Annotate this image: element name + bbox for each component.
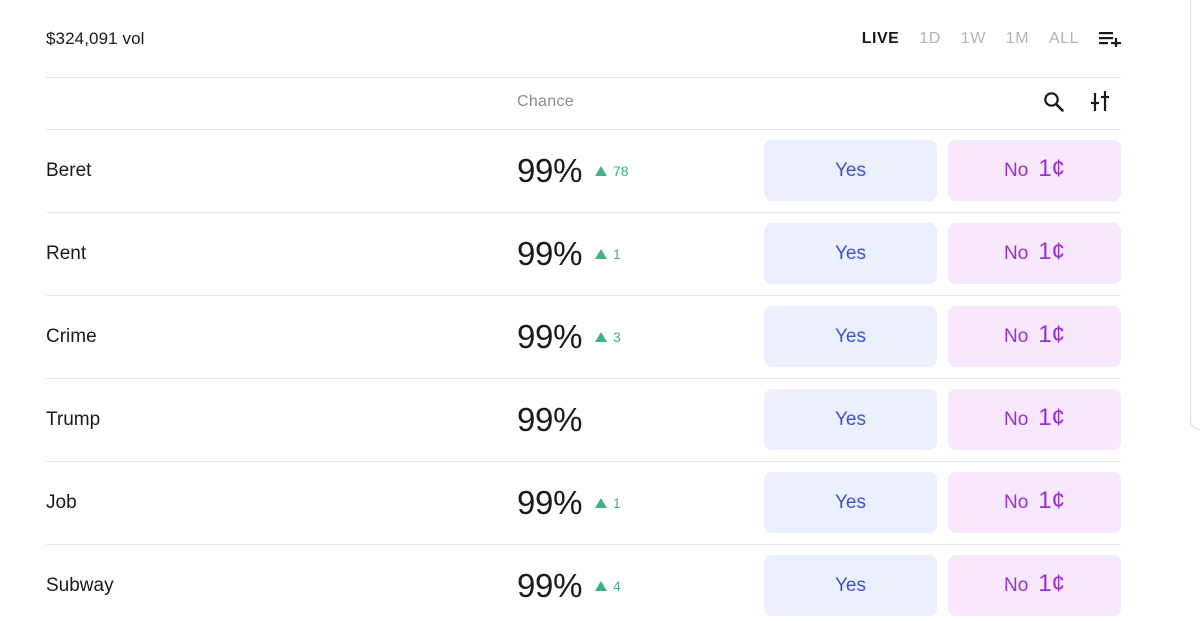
- no-label: No: [1004, 325, 1029, 347]
- no-label: No: [1004, 574, 1029, 596]
- yes-label: Yes: [835, 574, 866, 596]
- yes-label: Yes: [835, 325, 866, 347]
- buy-no-button[interactable]: No 1¢: [948, 389, 1121, 450]
- up-triangle-icon: [595, 581, 607, 591]
- chance-column-header: Chance: [517, 93, 574, 110]
- chance-change-value: 78: [613, 163, 629, 179]
- yes-label: Yes: [835, 408, 866, 430]
- chance-change: 78: [595, 163, 629, 179]
- no-label: No: [1004, 242, 1029, 264]
- chance-change-value: 1: [613, 495, 621, 511]
- buy-no-button[interactable]: No 1¢: [948, 472, 1121, 533]
- chance-value: 99%: [517, 235, 583, 272]
- market-container: $324,091 vol LIVE 1D 1W 1M ALL: [46, 0, 1121, 621]
- outcome-name: Crime: [46, 326, 97, 347]
- no-price: 1¢: [1038, 569, 1065, 597]
- chance-change-value: 3: [613, 329, 621, 345]
- no-price: 1¢: [1038, 320, 1065, 348]
- buy-yes-button[interactable]: Yes: [764, 555, 937, 616]
- chance-value: 99%: [517, 567, 583, 604]
- chance-change-value: 4: [613, 578, 621, 594]
- outcome-row[interactable]: Trump 99% Yes No 1¢: [46, 379, 1121, 462]
- outcome-name: Trump: [46, 409, 101, 430]
- buy-yes-button[interactable]: Yes: [764, 140, 937, 201]
- range-1w[interactable]: 1W: [960, 29, 986, 47]
- table-header: Chance: [46, 78, 1121, 130]
- sort-icon[interactable]: [1089, 89, 1111, 113]
- outcome-list: Beret 99% 78 Yes No 1¢ Rent 99%: [46, 130, 1121, 621]
- outcome-row[interactable]: Rent 99% 1 Yes No 1¢: [46, 213, 1121, 296]
- buy-yes-button[interactable]: Yes: [764, 472, 937, 533]
- outcome-name: Beret: [46, 160, 92, 181]
- no-price: 1¢: [1038, 237, 1065, 265]
- range-live[interactable]: LIVE: [861, 29, 900, 47]
- outcome-row[interactable]: Crime 99% 3 Yes No 1¢: [46, 296, 1121, 379]
- chance-change: 1: [595, 246, 621, 262]
- search-icon[interactable]: [1043, 91, 1065, 113]
- outcome-name: Rent: [46, 243, 87, 264]
- up-triangle-icon: [595, 249, 607, 259]
- buy-yes-button[interactable]: Yes: [764, 389, 937, 450]
- yes-label: Yes: [835, 242, 866, 264]
- playlist-add-icon[interactable]: [1099, 30, 1121, 48]
- outcome-name: Subway: [46, 575, 114, 596]
- no-label: No: [1004, 159, 1029, 181]
- chance-value: 99%: [517, 318, 583, 355]
- no-label: No: [1004, 491, 1029, 513]
- up-triangle-icon: [595, 498, 607, 508]
- yes-label: Yes: [835, 159, 866, 181]
- no-price: 1¢: [1038, 403, 1065, 431]
- outcome-row[interactable]: Subway 99% 4 Yes No 1¢: [46, 545, 1121, 621]
- no-price: 1¢: [1038, 154, 1065, 182]
- outcome-row[interactable]: Beret 99% 78 Yes No 1¢: [46, 130, 1121, 213]
- chance-change: 4: [595, 578, 621, 594]
- chance-value: 99%: [517, 401, 583, 438]
- chance-change: 1: [595, 495, 621, 511]
- buy-yes-button[interactable]: Yes: [764, 306, 937, 367]
- time-range-selector: LIVE 1D 1W 1M ALL: [862, 30, 1121, 48]
- no-price: 1¢: [1038, 486, 1065, 514]
- up-triangle-icon: [595, 166, 607, 176]
- scrollbar-edge[interactable]: [1190, 0, 1200, 430]
- range-1d[interactable]: 1D: [919, 29, 941, 47]
- chance-value: 99%: [517, 152, 583, 189]
- up-triangle-icon: [595, 332, 607, 342]
- buy-no-button[interactable]: No 1¢: [948, 223, 1121, 284]
- chance-value: 99%: [517, 484, 583, 521]
- range-all[interactable]: ALL: [1049, 29, 1079, 47]
- outcome-name: Job: [46, 492, 77, 513]
- buy-no-button[interactable]: No 1¢: [948, 555, 1121, 616]
- buy-no-button[interactable]: No 1¢: [948, 306, 1121, 367]
- buy-yes-button[interactable]: Yes: [764, 223, 937, 284]
- volume-label: $324,091 vol: [46, 28, 145, 48]
- chance-change-value: 1: [613, 246, 621, 262]
- buy-no-button[interactable]: No 1¢: [948, 140, 1121, 201]
- top-bar: $324,091 vol LIVE 1D 1W 1M ALL: [46, 0, 1121, 78]
- outcome-row[interactable]: Job 99% 1 Yes No 1¢: [46, 462, 1121, 545]
- chance-change: 3: [595, 329, 621, 345]
- no-label: No: [1004, 408, 1029, 430]
- yes-label: Yes: [835, 491, 866, 513]
- range-1m[interactable]: 1M: [1005, 29, 1030, 47]
